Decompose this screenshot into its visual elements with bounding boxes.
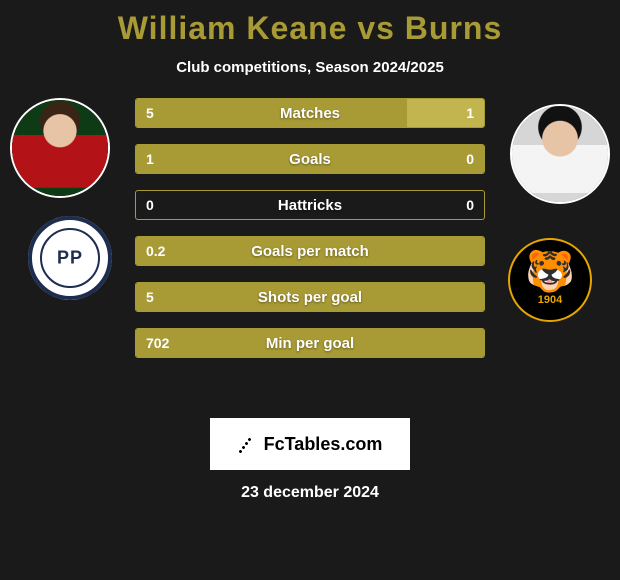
stat-bar-left [136, 329, 484, 357]
brand-logo-icon [238, 435, 260, 453]
club-badge-left [28, 216, 112, 300]
subtitle: Club competitions, Season 2024/2025 [0, 59, 620, 76]
player-right-avatar [510, 104, 610, 204]
stat-bar-right [407, 99, 484, 127]
stat-bar-left [136, 99, 407, 127]
stat-row: Goals10 [135, 144, 485, 174]
snapshot-date: 23 december 2024 [0, 484, 620, 502]
stat-row: Shots per goal5 [135, 282, 485, 312]
brand-text: FcTables.com [264, 434, 383, 455]
club-badge-right: 🐯 1904 [508, 238, 592, 322]
stat-row: Matches51 [135, 98, 485, 128]
player-left-avatar [10, 98, 110, 198]
tiger-icon: 🐯 [525, 252, 575, 292]
comparison-card: William Keane vs Burns Club competitions… [0, 0, 620, 502]
stats-zone: 🐯 1904 Matches51 Goals10 Hattricks0 0 Goals … [0, 98, 620, 398]
stat-bar-left [136, 145, 484, 173]
pne-crest-icon [28, 216, 112, 300]
stat-bar-left [136, 237, 484, 265]
hull-year: 1904 [538, 294, 562, 306]
stat-value-right: 0 [456, 191, 484, 219]
stat-label: Hattricks [136, 191, 484, 219]
stat-bars: Matches51 Goals10 Hattricks0 0 Goals per mat… [135, 98, 485, 374]
stat-row: Goals per match0.2 [135, 236, 485, 266]
stat-value-left: 0 [136, 191, 164, 219]
brand-badge: FcTables.com [210, 418, 410, 470]
hull-crest-icon: 🐯 1904 [510, 240, 590, 320]
stat-bar-left [136, 283, 484, 311]
page-title: William Keane vs Burns [0, 10, 620, 47]
stat-row: Hattricks0 0 [135, 190, 485, 220]
stat-row: Min per goal702 [135, 328, 485, 358]
